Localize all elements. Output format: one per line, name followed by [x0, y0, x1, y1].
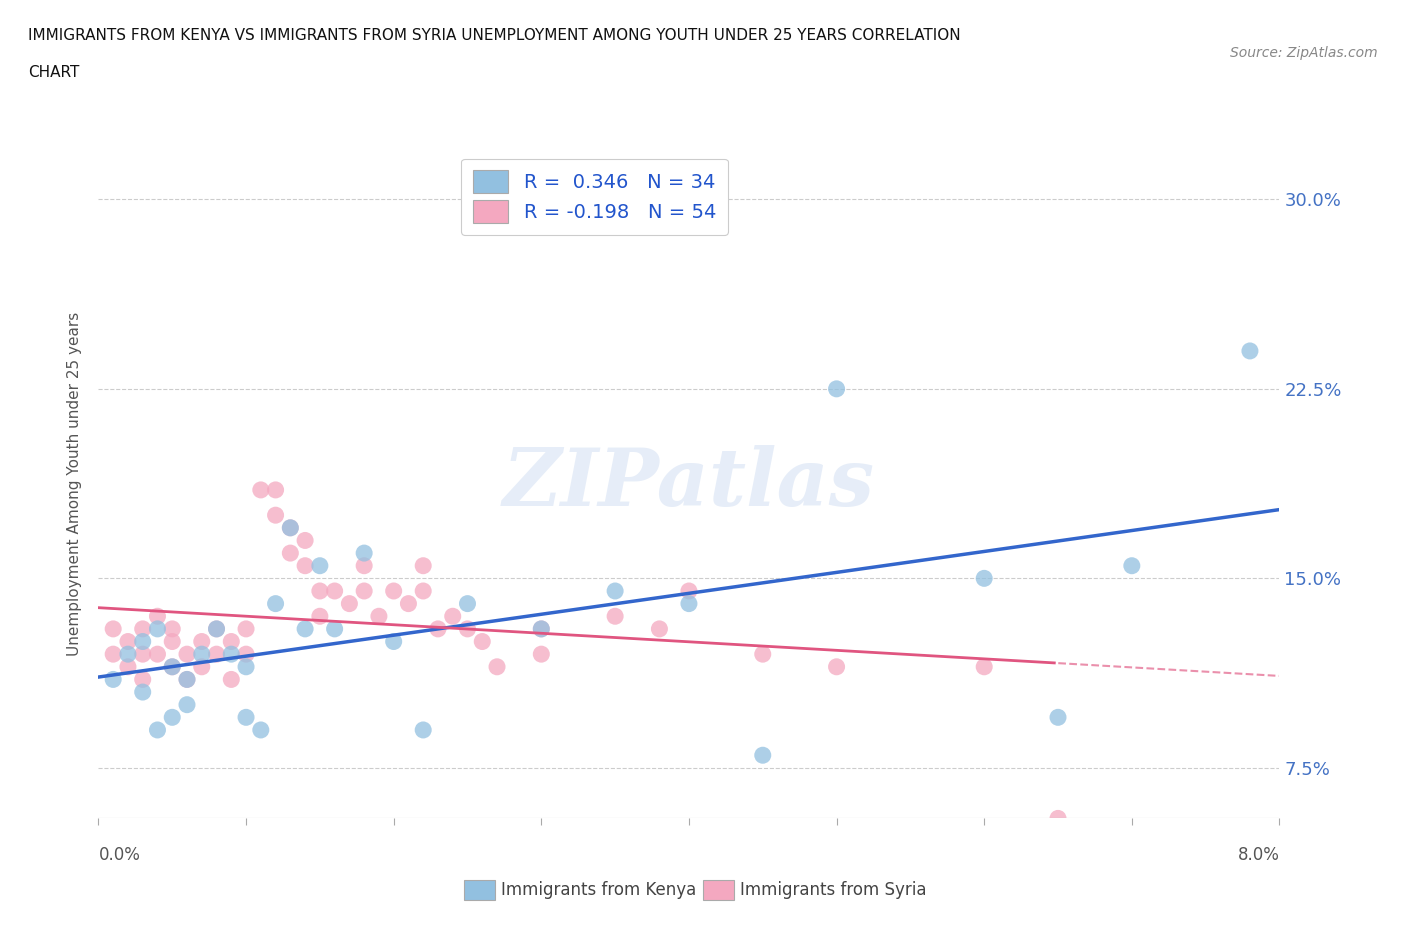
- Point: [219, 634, 242, 649]
- Point: [605, 583, 627, 598]
- Point: [337, 596, 360, 611]
- Point: [1046, 710, 1069, 724]
- Text: 8.0%: 8.0%: [1237, 846, 1279, 864]
- Point: [235, 710, 257, 724]
- Point: [605, 609, 627, 624]
- Point: [294, 558, 316, 573]
- Point: [648, 621, 671, 636]
- Point: [530, 621, 553, 636]
- Text: 0.0%: 0.0%: [98, 846, 141, 864]
- Point: [117, 659, 139, 674]
- Point: [146, 621, 169, 636]
- Text: Source: ZipAtlas.com: Source: ZipAtlas.com: [1230, 46, 1378, 60]
- Point: [471, 634, 494, 649]
- Point: [162, 634, 183, 649]
- Point: [1046, 811, 1069, 826]
- Point: [323, 583, 346, 598]
- Point: [103, 646, 124, 661]
- Point: [162, 621, 183, 636]
- Point: [146, 646, 169, 661]
- Point: [678, 583, 700, 598]
- Text: Immigrants from Kenya: Immigrants from Kenya: [501, 881, 696, 899]
- Point: [441, 609, 464, 624]
- Point: [235, 621, 257, 636]
- Point: [456, 596, 478, 611]
- Point: [323, 621, 346, 636]
- Point: [751, 748, 773, 763]
- Point: [250, 723, 273, 737]
- Point: [176, 698, 198, 712]
- Point: [530, 646, 553, 661]
- Point: [103, 621, 124, 636]
- Point: [146, 609, 169, 624]
- Point: [191, 646, 214, 661]
- Point: [426, 621, 449, 636]
- Point: [678, 596, 700, 611]
- Point: [191, 659, 214, 674]
- Point: [353, 558, 375, 573]
- Point: [205, 646, 228, 661]
- Point: [132, 646, 155, 661]
- Point: [264, 596, 287, 611]
- Point: [278, 521, 301, 536]
- Point: [278, 546, 301, 561]
- Point: [825, 659, 848, 674]
- Point: [117, 634, 139, 649]
- Point: [308, 558, 332, 573]
- Point: [456, 621, 478, 636]
- Point: [396, 596, 419, 611]
- Point: [308, 583, 332, 598]
- Point: [103, 672, 124, 687]
- Point: [219, 672, 242, 687]
- Point: [264, 483, 287, 498]
- Point: [146, 723, 169, 737]
- Point: [162, 659, 183, 674]
- Point: [162, 659, 183, 674]
- Point: [176, 646, 198, 661]
- Point: [278, 521, 301, 536]
- Point: [751, 646, 773, 661]
- Text: ZIPatlas: ZIPatlas: [503, 445, 875, 523]
- Point: [219, 646, 242, 661]
- Point: [132, 672, 155, 687]
- Point: [294, 533, 316, 548]
- Point: [530, 621, 553, 636]
- Point: [176, 672, 198, 687]
- Point: [412, 558, 434, 573]
- Point: [825, 381, 848, 396]
- Point: [308, 609, 332, 624]
- Point: [973, 571, 995, 586]
- Point: [132, 634, 155, 649]
- Point: [353, 583, 375, 598]
- Point: [294, 621, 316, 636]
- Legend: R =  0.346   N = 34, R = -0.198   N = 54: R = 0.346 N = 34, R = -0.198 N = 54: [461, 158, 727, 234]
- Point: [973, 659, 995, 674]
- Point: [1121, 558, 1143, 573]
- Point: [382, 583, 405, 598]
- Point: [1239, 343, 1261, 358]
- Point: [250, 483, 273, 498]
- Point: [412, 723, 434, 737]
- Point: [132, 684, 155, 699]
- Point: [235, 646, 257, 661]
- Point: [132, 621, 155, 636]
- Point: [353, 546, 375, 561]
- Text: IMMIGRANTS FROM KENYA VS IMMIGRANTS FROM SYRIA UNEMPLOYMENT AMONG YOUTH UNDER 25: IMMIGRANTS FROM KENYA VS IMMIGRANTS FROM…: [28, 28, 960, 43]
- Point: [264, 508, 287, 523]
- Point: [382, 634, 405, 649]
- Point: [205, 621, 228, 636]
- Point: [162, 710, 183, 724]
- Text: Immigrants from Syria: Immigrants from Syria: [740, 881, 927, 899]
- Point: [235, 659, 257, 674]
- Point: [176, 672, 198, 687]
- Text: CHART: CHART: [28, 65, 80, 80]
- Point: [191, 634, 214, 649]
- Point: [412, 583, 434, 598]
- Y-axis label: Unemployment Among Youth under 25 years: Unemployment Among Youth under 25 years: [66, 312, 82, 656]
- Point: [117, 646, 139, 661]
- Point: [485, 659, 508, 674]
- Point: [205, 621, 228, 636]
- Point: [367, 609, 389, 624]
